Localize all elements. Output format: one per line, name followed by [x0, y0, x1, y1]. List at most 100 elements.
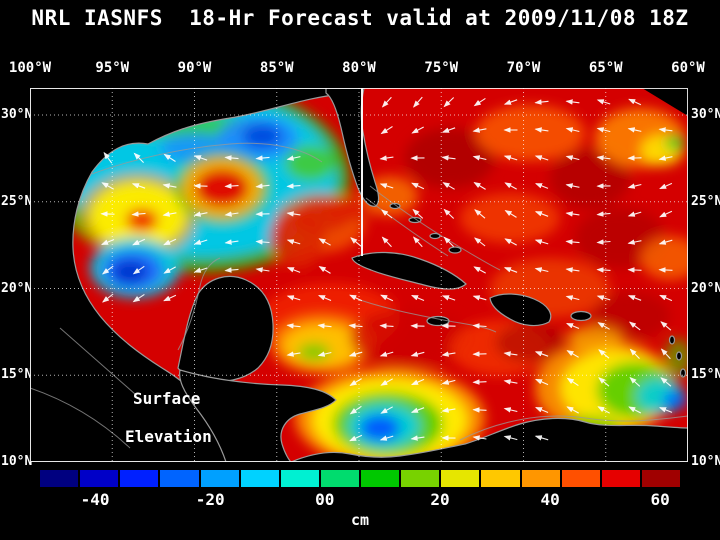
current-vector-arrow — [162, 211, 177, 217]
current-vector-arrow — [255, 183, 270, 189]
current-vector-arrow — [350, 237, 362, 247]
colorbar-segment — [361, 470, 400, 487]
colorbar-tick-label: 00 — [315, 490, 335, 509]
current-vector-arrow — [503, 407, 518, 413]
current-vector-arrow — [193, 239, 208, 245]
current-vector-arrow — [381, 209, 393, 219]
land-puerto-rico — [570, 310, 592, 322]
current-vector-arrow — [504, 210, 517, 218]
lat-tick-label: 10°N — [1, 454, 33, 469]
plot-title: NRL IASNFS 18-Hr Forecast valid at 2009/… — [31, 6, 689, 30]
lat-tick-label: 20°N — [1, 280, 33, 296]
current-vector-arrow — [472, 127, 487, 133]
land-antilles — [675, 351, 683, 361]
current-vector-arrow — [659, 210, 673, 218]
current-vector-arrow — [596, 295, 611, 301]
colorbar-tick-label: 60 — [650, 490, 670, 509]
lon-tick-label: 80°W — [342, 60, 376, 76]
current-vector-arrow — [627, 127, 642, 133]
grid-lines — [30, 88, 688, 462]
contour-lines — [29, 142, 689, 449]
colorbar-segment — [200, 470, 239, 487]
current-vector-arrow — [317, 323, 332, 329]
current-vector-arrow — [504, 238, 517, 246]
current-vector-arrow — [318, 266, 331, 274]
current-vector-arrow — [534, 99, 549, 105]
current-vector-arrow — [628, 98, 642, 106]
colorbar-tick-label: 20 — [430, 490, 450, 509]
current-vector-arrow — [504, 182, 517, 190]
current-vector-arrow — [193, 155, 208, 161]
current-vector-arrow — [411, 182, 425, 190]
land-south-america — [290, 417, 689, 463]
current-vector-arrow — [565, 99, 580, 105]
current-vector-arrow — [474, 237, 486, 247]
current-vector-arrow — [410, 407, 425, 413]
current-vector-arrow — [534, 183, 549, 189]
lat-tick-label: 25°N — [1, 193, 33, 209]
current-vector-arrow — [658, 155, 673, 161]
current-vector-arrow — [566, 406, 579, 414]
lat-tick-label: 15°N — [1, 367, 33, 383]
current-vector-arrow — [255, 239, 270, 245]
current-vector-arrow — [503, 351, 518, 357]
current-vector-arrow — [441, 407, 456, 413]
current-vector-arrow — [101, 265, 114, 275]
annotation-elevation-label: Elevation — [125, 427, 212, 446]
land-hispaniola — [489, 293, 552, 327]
current-vector-arrow — [381, 236, 392, 248]
current-vector-arrow — [596, 211, 611, 217]
colorbar-segment — [481, 470, 520, 487]
current-vector-arrow — [566, 377, 579, 387]
current-vector-arrow — [349, 434, 363, 442]
current-vector-layer — [100, 96, 673, 442]
colorbar-segment — [441, 470, 480, 487]
current-vector-arrow — [379, 183, 394, 189]
current-vector-arrow — [598, 349, 610, 359]
land-antilles — [668, 335, 676, 345]
current-vector-arrow — [565, 155, 580, 161]
colorbar — [40, 470, 680, 487]
land-bahamas — [429, 232, 441, 240]
current-vector-arrow — [224, 211, 239, 217]
colorbar-segment — [320, 470, 359, 487]
current-vector-arrow — [412, 236, 423, 248]
colorbar-segment — [80, 470, 119, 487]
current-vector-arrow — [193, 267, 208, 273]
current-vector-arrow — [534, 435, 549, 441]
current-vector-arrow — [163, 153, 176, 162]
current-vector-arrow — [565, 211, 580, 217]
colorbar-segment — [40, 470, 79, 487]
current-vector-arrow — [410, 435, 425, 441]
current-vector-arrow — [348, 351, 363, 357]
current-vector-arrow — [286, 295, 301, 301]
current-vector-arrow — [472, 435, 487, 441]
current-vector-arrow — [473, 182, 486, 190]
current-vector-arrow — [380, 406, 393, 414]
current-vector-arrow — [565, 239, 580, 245]
current-vector-arrow — [442, 182, 455, 190]
current-vector-arrow — [286, 323, 301, 329]
map-area: Surface Elevation — [29, 83, 700, 468]
current-vector-arrow — [660, 321, 672, 331]
current-vector-arrow — [286, 211, 301, 217]
current-vector-arrow — [224, 267, 239, 273]
current-vector-arrow — [628, 321, 641, 331]
current-vector-arrow — [472, 323, 487, 329]
current-vector-arrow — [131, 183, 146, 189]
current-vector-arrow — [103, 151, 113, 164]
elevation-map-svg: Surface Elevation — [29, 83, 700, 468]
colorbar-unit-label: cm — [350, 511, 370, 529]
lat-tick-label: 20°N — [691, 280, 720, 296]
current-vector-arrow — [412, 208, 424, 219]
current-vector-arrow — [596, 239, 611, 245]
current-vector-arrow — [627, 239, 642, 245]
current-vector-arrow — [163, 238, 177, 246]
current-vector-arrow — [658, 407, 673, 413]
current-vector-arrow — [411, 126, 424, 134]
current-vector-arrow — [473, 97, 486, 107]
current-vector-arrow — [379, 323, 394, 329]
current-vector-arrow — [286, 155, 301, 161]
current-vector-arrow — [474, 209, 486, 219]
current-vector-arrow — [534, 406, 549, 414]
